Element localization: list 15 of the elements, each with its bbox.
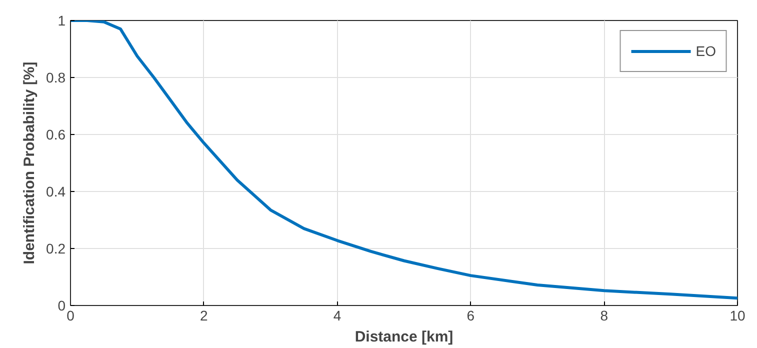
line-series — [70, 20, 738, 300]
x-tick-label: 4 — [333, 308, 342, 324]
x-axis-title: Distance [km] — [354, 328, 454, 346]
x-tick-label: 6 — [466, 308, 475, 324]
y-axis-title: Identification Probability [%] — [21, 62, 38, 264]
y-tick-label: 0.8 — [46, 70, 66, 86]
y-tick-label: 1 — [58, 12, 66, 28]
y-tick-label: 0.6 — [46, 126, 66, 142]
y-tick-label: 0.2 — [46, 240, 66, 256]
y-tick-label: 0 — [58, 298, 66, 314]
y-tick-label: 0.4 — [46, 184, 66, 200]
x-tick-label: 8 — [600, 308, 608, 324]
x-tick-label: 2 — [200, 308, 208, 324]
legend-label: EO — [696, 43, 716, 59]
x-tick-label: 10 — [730, 308, 746, 324]
